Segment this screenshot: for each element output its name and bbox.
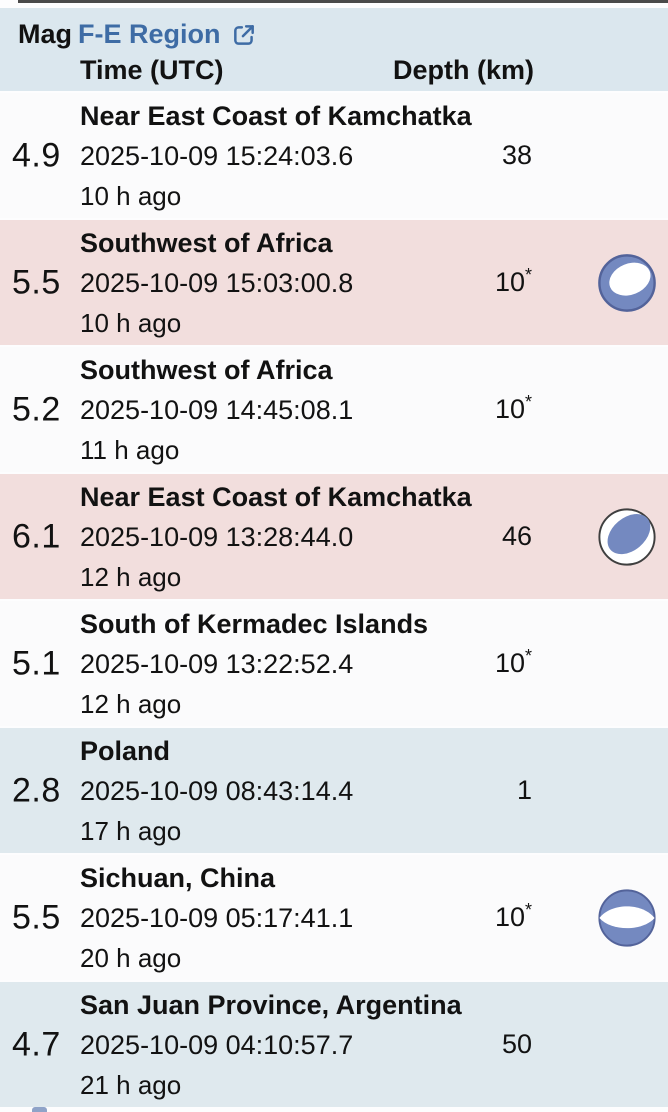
fe-region-link[interactable]: F-E Region — [78, 19, 257, 50]
time-ago: 20 h ago — [80, 942, 182, 973]
time-ago: 10 h ago — [80, 307, 182, 338]
focal-mechanism-beachball[interactable] — [596, 252, 658, 314]
earthquake-rows: 4.9 Near East Coast of Kamchatka 2025-10… — [0, 91, 668, 1107]
mag-column-header: Mag — [18, 18, 72, 49]
depth-column-header: Depth (km) — [393, 55, 534, 85]
depth-value: 50 — [502, 1028, 532, 1059]
region-name: Southwest of Africa — [80, 354, 333, 385]
focal-mechanism-beachball[interactable] — [596, 506, 658, 568]
earthquake-row[interactable]: 5.5 Southwest of Africa 2025-10-09 15:03… — [0, 220, 668, 345]
time-ago: 21 h ago — [80, 1069, 182, 1100]
header-line-1: Mag F-E Region — [0, 8, 668, 53]
earthquake-row[interactable]: 2.8 Poland 2025-10-09 08:43:14.4 17 h ag… — [0, 728, 668, 853]
origin-time: 2025-10-09 13:22:52.4 — [80, 648, 354, 679]
time-ago: 10 h ago — [80, 180, 182, 211]
origin-time: 2025-10-09 15:24:03.6 — [80, 140, 354, 171]
magnitude-value: 5.1 — [12, 644, 61, 682]
top-border-line — [18, 0, 668, 3]
origin-time: 2025-10-09 04:10:57.7 — [80, 1029, 354, 1060]
time-ago: 11 h ago — [80, 434, 180, 465]
origin-time: 2025-10-09 05:17:41.1 — [80, 902, 354, 933]
region-name: Near East Coast of Kamchatka — [80, 481, 472, 512]
time-ago: 12 h ago — [80, 561, 182, 592]
region-name: South of Kermadec Islands — [80, 608, 429, 639]
depth-number: 10 — [494, 647, 525, 678]
magnitude-value: 4.9 — [12, 136, 61, 174]
focal-mechanism-beachball[interactable] — [596, 887, 658, 949]
time-ago: 17 h ago — [80, 815, 182, 846]
partial-element-below-fold — [32, 1107, 47, 1112]
depth-value: 10* — [494, 391, 532, 424]
fixed-depth-asterisk: * — [524, 264, 532, 285]
table-header: Mag F-E Region Time (UTC) Depth (km) — [0, 8, 668, 91]
origin-time: 2025-10-09 14:45:08.1 — [80, 394, 354, 425]
depth-value: 10* — [494, 645, 532, 678]
magnitude-value: 5.5 — [12, 898, 61, 936]
depth-value: 10* — [494, 264, 532, 297]
depth-number: 10 — [494, 266, 525, 297]
fixed-depth-asterisk: * — [524, 645, 532, 666]
earthquake-row[interactable]: 4.7 San Juan Province, Argentina 2025-10… — [0, 982, 668, 1107]
origin-time: 2025-10-09 13:28:44.0 — [80, 521, 354, 552]
magnitude-value: 5.5 — [12, 263, 61, 301]
fe-region-link-label: F-E Region — [78, 18, 221, 49]
depth-value: 10* — [494, 899, 532, 932]
magnitude-value: 6.1 — [12, 517, 61, 555]
magnitude-value: 2.8 — [12, 771, 61, 809]
region-name: Southwest of Africa — [80, 227, 333, 258]
earthquake-row[interactable]: 5.1 South of Kermadec Islands 2025-10-09… — [0, 601, 668, 726]
region-name: Sichuan, China — [80, 862, 276, 893]
time-ago: 12 h ago — [80, 688, 182, 719]
fixed-depth-asterisk: * — [524, 391, 532, 412]
earthquake-row[interactable]: 6.1 Near East Coast of Kamchatka 2025-10… — [0, 474, 668, 599]
region-name: San Juan Province, Argentina — [80, 989, 462, 1020]
magnitude-value: 4.7 — [12, 1025, 61, 1063]
depth-number: 46 — [501, 520, 532, 551]
magnitude-value: 5.2 — [12, 390, 61, 428]
depth-number: 1 — [516, 774, 532, 805]
time-column-header: Time (UTC) — [80, 55, 224, 85]
earthquake-row[interactable]: 4.9 Near East Coast of Kamchatka 2025-10… — [0, 93, 668, 218]
depth-number: 10 — [494, 393, 525, 424]
depth-number: 10 — [494, 901, 525, 932]
depth-number: 38 — [501, 139, 532, 170]
fixed-depth-asterisk: * — [524, 899, 532, 920]
origin-time: 2025-10-09 08:43:14.4 — [80, 775, 354, 806]
depth-value: 38 — [502, 139, 532, 170]
origin-time: 2025-10-09 15:03:00.8 — [80, 267, 354, 298]
depth-number: 50 — [501, 1028, 532, 1059]
earthquake-row[interactable]: 5.5 Sichuan, China 2025-10-09 05:17:41.1… — [0, 855, 668, 980]
header-line-2: Time (UTC) Depth (km) — [0, 53, 668, 91]
earthquake-row[interactable]: 5.2 Southwest of Africa 2025-10-09 14:45… — [0, 347, 668, 472]
external-link-icon — [231, 22, 257, 48]
depth-value: 46 — [502, 520, 532, 551]
region-name: Near East Coast of Kamchatka — [80, 100, 472, 131]
depth-value: 1 — [517, 774, 532, 805]
region-name: Poland — [80, 735, 171, 766]
